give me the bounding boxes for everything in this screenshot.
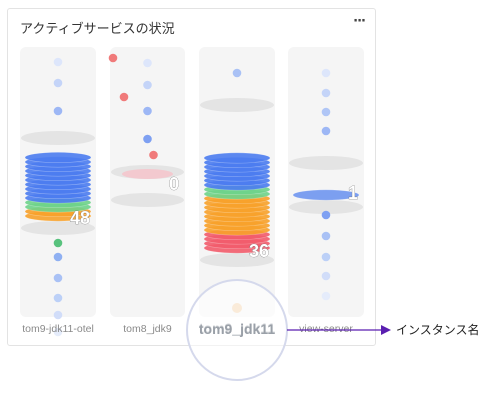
transaction-dot bbox=[53, 78, 63, 88]
active-count-label: 48 bbox=[70, 208, 90, 228]
transaction-dot bbox=[321, 210, 331, 220]
transaction-dot bbox=[108, 53, 118, 63]
base-disk bbox=[289, 200, 363, 214]
transaction-dot bbox=[321, 271, 331, 281]
transaction-dot bbox=[321, 291, 331, 301]
transaction-dot bbox=[321, 252, 331, 262]
active-count-label: 1 bbox=[348, 183, 358, 203]
active-request-disk bbox=[292, 189, 360, 201]
instance-name-label-highlighted[interactable]: tom9_jdk11 bbox=[199, 321, 275, 337]
instance-name-label[interactable]: tom9-jdk11-otel bbox=[22, 323, 94, 335]
active-count-label: 36 bbox=[249, 241, 269, 261]
transaction-dot bbox=[143, 80, 152, 90]
widget-title: アクティブサービスの状況 bbox=[20, 22, 175, 37]
active-count-label: 0 bbox=[169, 174, 179, 194]
top-disk bbox=[289, 156, 363, 170]
transaction-dot bbox=[321, 126, 331, 136]
transaction-dot bbox=[53, 57, 63, 67]
transaction-dot bbox=[232, 68, 242, 78]
transaction-dot bbox=[53, 327, 63, 337]
top-disk bbox=[21, 131, 95, 145]
transaction-dot bbox=[321, 88, 331, 98]
base-disk bbox=[21, 221, 95, 235]
transaction-dot bbox=[53, 293, 63, 303]
transaction-dot bbox=[53, 238, 63, 248]
transaction-dot bbox=[321, 107, 331, 117]
transaction-dot bbox=[53, 273, 63, 283]
transaction-dot bbox=[53, 252, 63, 262]
instance-column-view-server[interactable] bbox=[288, 47, 364, 317]
transaction-dot bbox=[149, 150, 158, 160]
transaction-dot bbox=[143, 58, 152, 68]
base-disk bbox=[200, 253, 274, 267]
top-disk bbox=[200, 98, 274, 112]
active-request-disk bbox=[24, 152, 92, 164]
transaction-dot bbox=[321, 231, 331, 241]
more-menu-icon[interactable]: ··· bbox=[353, 14, 366, 29]
transaction-dot bbox=[53, 310, 63, 320]
callout-label: インスタンス名 bbox=[396, 322, 480, 337]
transaction-dot bbox=[143, 106, 152, 116]
transaction-dot bbox=[143, 134, 152, 144]
transaction-dot bbox=[53, 106, 63, 116]
instance-name-label[interactable]: tom8_jdk9 bbox=[123, 323, 172, 335]
transaction-dot bbox=[321, 68, 331, 78]
instance-column-tom8_jdk9[interactable] bbox=[110, 47, 185, 317]
transaction-dot bbox=[119, 92, 129, 102]
base-disk bbox=[111, 193, 184, 207]
callout-arrow-head bbox=[381, 325, 391, 335]
instance-name-label[interactable]: view-server bbox=[299, 323, 353, 335]
active-request-disk bbox=[203, 152, 271, 164]
active-request-disk bbox=[122, 169, 173, 179]
